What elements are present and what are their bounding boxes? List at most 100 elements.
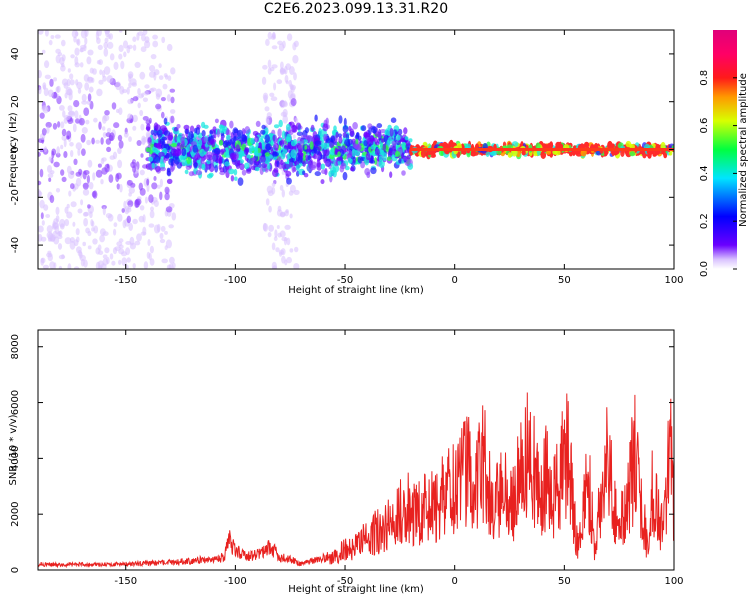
spectrogram-point xyxy=(307,160,311,166)
spectrogram-point xyxy=(91,137,95,145)
spectrogram-point xyxy=(271,45,278,50)
spectrogram-point xyxy=(174,156,180,165)
spectrogram-point xyxy=(163,73,168,78)
spectrogram-point xyxy=(316,159,321,168)
spectrogram-point xyxy=(83,107,90,116)
spectrogram-point xyxy=(83,217,88,227)
spectrogram-point xyxy=(161,36,166,44)
spectrogram-point xyxy=(377,132,382,139)
spectrogram-point xyxy=(50,35,55,39)
spectrogram-point xyxy=(49,78,54,87)
spectrogram-point xyxy=(387,136,393,145)
spectrogram-point xyxy=(108,174,114,183)
spectrogram-point xyxy=(163,117,168,125)
spectrogram-point xyxy=(289,248,294,253)
spectrogram-point xyxy=(324,160,330,167)
spectrogram-point xyxy=(95,139,100,144)
spectrogram-point xyxy=(132,263,136,269)
spectrogram-point xyxy=(352,143,359,149)
snr-series-line xyxy=(38,392,674,569)
colorbar-tick-label: 0.2 xyxy=(699,213,710,229)
spectrogram-point xyxy=(169,88,176,93)
x-tick-label: 0 xyxy=(452,275,458,286)
spectrogram-point xyxy=(61,254,65,259)
spectrogram-point xyxy=(152,40,159,48)
spectrogram-point xyxy=(265,143,271,151)
spectrogram-point xyxy=(82,182,89,190)
spectrogram-point xyxy=(136,140,142,146)
spectrogram-point xyxy=(45,214,51,218)
spectrogram-point xyxy=(91,220,95,227)
spectrogram-point xyxy=(222,140,229,148)
spectrogram-point xyxy=(405,140,411,147)
colorbar-label: Normalized spectral amplitude xyxy=(738,73,749,227)
spectrogram-point xyxy=(67,105,73,112)
spectrogram-point xyxy=(199,148,206,157)
spectrogram-point xyxy=(266,185,273,194)
spectrogram-point xyxy=(265,198,270,206)
spectrogram-point xyxy=(147,239,151,246)
spectrogram-point xyxy=(136,233,142,242)
spectrogram-point xyxy=(285,123,291,131)
spectrogram-point xyxy=(268,224,274,232)
colorbar-ticks: 0.0 0.2 0.4 0.6 0.8 xyxy=(699,70,737,277)
spectrogram-point xyxy=(196,153,201,161)
spectrogram-point xyxy=(212,153,219,162)
spectrogram-point xyxy=(66,130,72,140)
spectrogram-point xyxy=(106,146,112,153)
spectrogram-point xyxy=(235,144,240,153)
spectrogram-point xyxy=(350,166,355,172)
spectrogram-point xyxy=(77,88,82,94)
spectrogram-point xyxy=(165,239,172,249)
spectrogram-point xyxy=(81,100,88,105)
spectrogram-point xyxy=(130,78,137,86)
spectrogram-point xyxy=(368,146,372,153)
spectrogram-point xyxy=(629,144,635,150)
spectrogram-point xyxy=(60,144,64,150)
spectrogram-point xyxy=(132,125,137,131)
spectrogram-point xyxy=(230,175,235,182)
spectrogram-point xyxy=(128,187,135,194)
spectrogram-point xyxy=(144,84,150,89)
spectrogram-point xyxy=(370,144,376,150)
spectrogram-point xyxy=(121,208,125,213)
spectrogram-point xyxy=(232,136,237,142)
spectrogram-point xyxy=(104,110,110,116)
spectrogram-point xyxy=(284,163,290,170)
spectrogram-point xyxy=(149,65,156,72)
y-tick-label: 20 xyxy=(10,95,21,108)
spectrogram-point xyxy=(233,128,239,134)
spectrogram-point xyxy=(73,266,80,269)
spectrogram-point xyxy=(54,34,61,39)
spectrogram-point xyxy=(48,177,52,182)
spectrogram-point xyxy=(82,212,89,217)
spectrogram-point xyxy=(113,61,119,70)
spectrogram-point xyxy=(260,155,266,163)
spectrogram-point xyxy=(195,169,203,176)
spectrogram-point xyxy=(68,190,72,197)
spectrogram-point xyxy=(91,77,95,83)
spectrogram-point xyxy=(310,124,315,132)
spectrogram-point xyxy=(123,51,127,58)
spectrogram-point xyxy=(42,84,46,91)
spectrogram-point xyxy=(254,166,260,172)
spectrogram-point xyxy=(57,52,63,57)
spectrogram-point xyxy=(208,163,215,173)
spectrogram-point xyxy=(279,99,286,109)
spectrogram-point xyxy=(49,195,55,203)
spectrogram-point xyxy=(193,162,198,169)
spectrogram-point xyxy=(150,54,157,60)
spectrogram-point xyxy=(293,72,297,81)
spectrogram-point xyxy=(107,41,114,50)
spectrogram-point xyxy=(89,211,93,219)
snr-panel: -150 -100 -50 0 50 100 0 2000 4000 6000 8000 Heigh… xyxy=(8,329,684,595)
spectrogram-point xyxy=(255,142,259,148)
spectrogram-point xyxy=(171,212,177,221)
spectrogram-point xyxy=(373,157,378,165)
spectrogram-point xyxy=(73,239,79,247)
spectrogram-point xyxy=(105,138,112,145)
spectrogram-point xyxy=(155,166,161,172)
spectrogram-point xyxy=(93,225,99,234)
spectrogram-point xyxy=(274,229,278,238)
spectrogram-point xyxy=(159,166,166,172)
